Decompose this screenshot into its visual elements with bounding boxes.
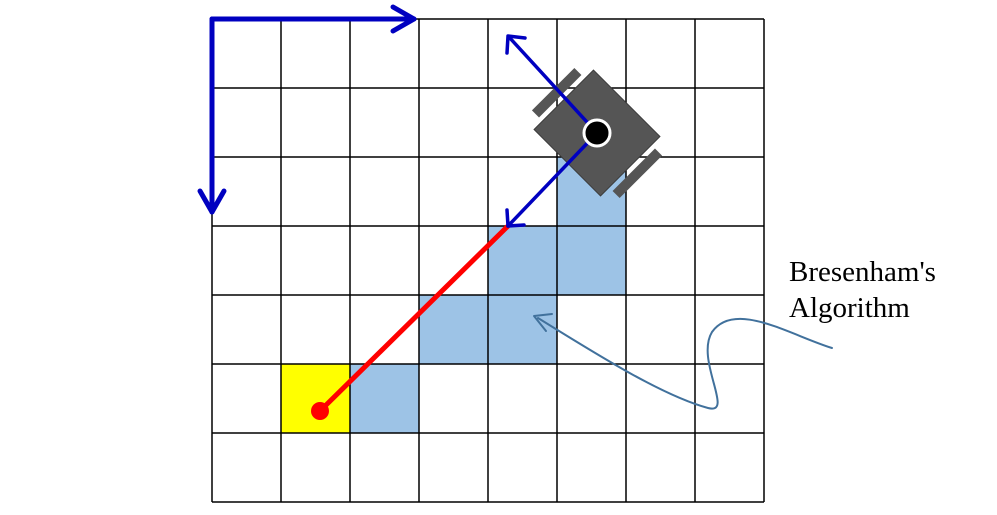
ray-cell <box>488 295 557 364</box>
world-frame <box>197 4 417 215</box>
robot-sensor-axis <box>506 131 599 228</box>
ray-cell <box>419 295 488 364</box>
target-cell <box>281 364 350 433</box>
cells-layer <box>281 157 626 433</box>
laser-ray <box>317 221 513 414</box>
annotation-arrow <box>533 313 833 410</box>
robot-center-icon <box>582 118 612 148</box>
annotation-label: Bresenham's Algorithm <box>789 254 936 326</box>
ray-cell <box>350 364 419 433</box>
robot-sensor-arrowhead <box>505 208 526 228</box>
ray-cell <box>557 226 626 295</box>
target-point-icon <box>311 402 329 420</box>
world-x-axis-arrowhead <box>390 4 417 34</box>
robot-heading-arrowhead <box>505 34 527 55</box>
annotation-line-1: Bresenham's <box>789 256 936 288</box>
world-y-axis-arrowhead <box>197 188 227 215</box>
annotation-line-2: Algorithm <box>789 292 910 324</box>
robot-heading-axis <box>507 35 599 135</box>
robot-frame <box>505 34 599 228</box>
robot-wheel-left <box>531 67 582 118</box>
robot-wheel-right <box>612 148 663 199</box>
